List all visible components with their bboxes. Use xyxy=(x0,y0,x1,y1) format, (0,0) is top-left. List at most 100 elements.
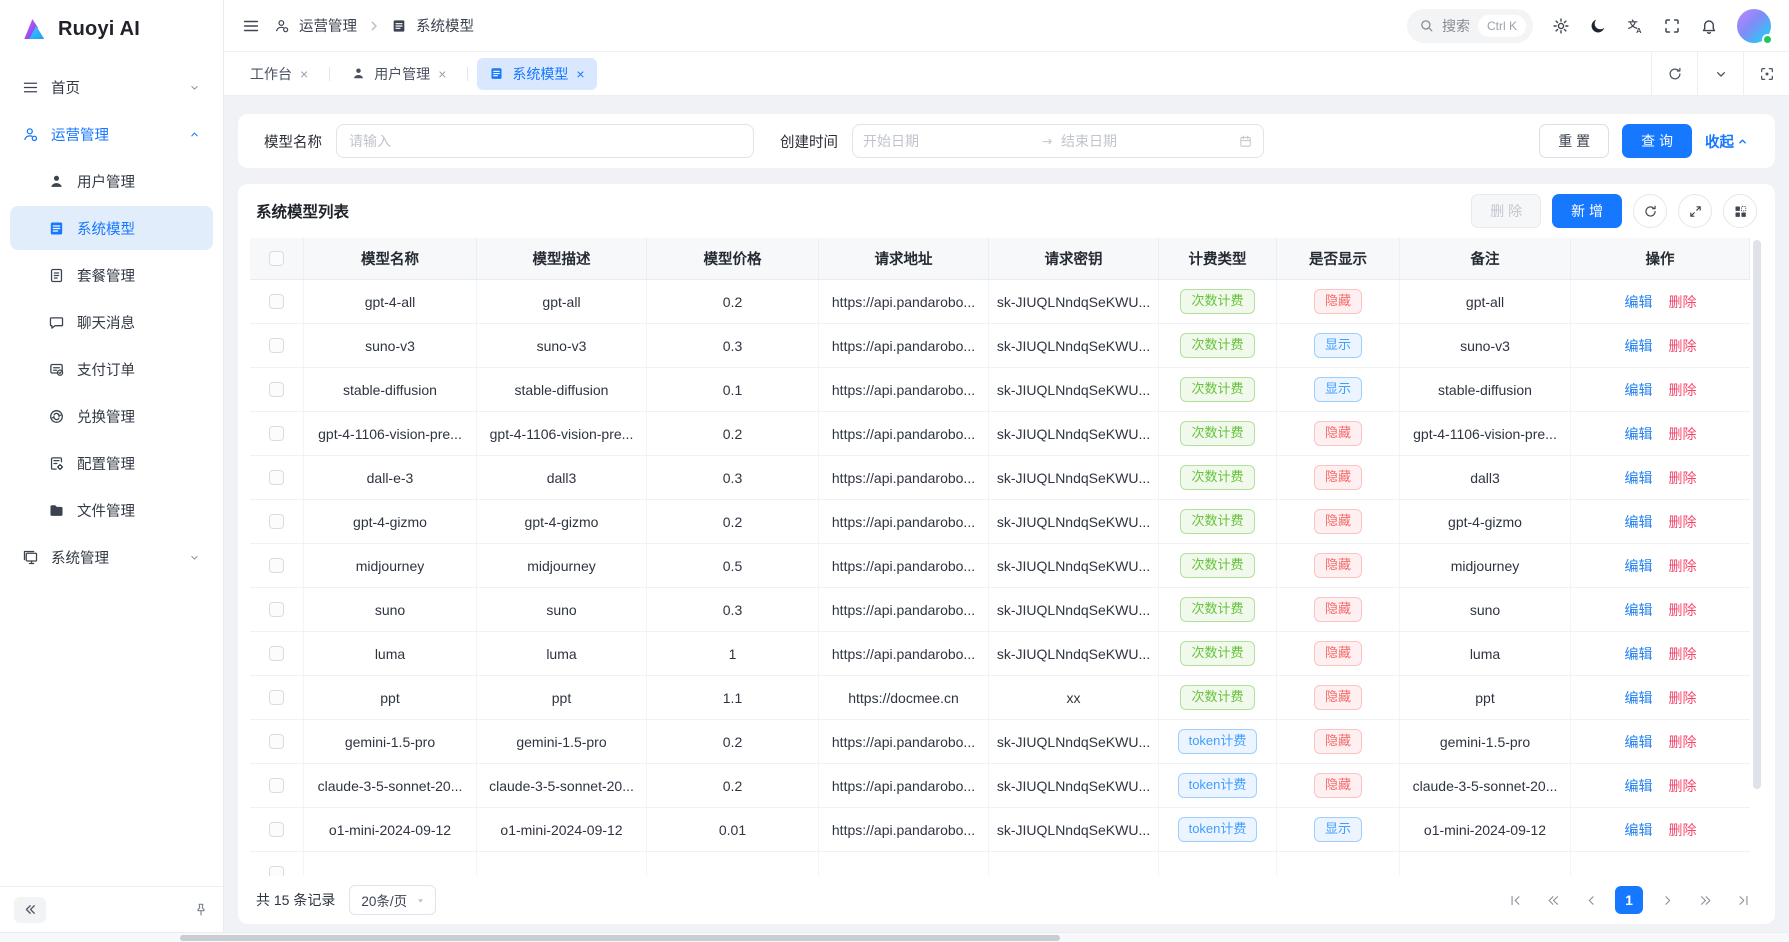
notifications-button[interactable] xyxy=(1700,17,1718,35)
tab-0[interactable]: 工作台 × xyxy=(238,58,320,90)
edit-link[interactable]: 编辑 xyxy=(1624,469,1653,486)
reload-table-button[interactable] xyxy=(1633,194,1667,228)
last-page-button[interactable] xyxy=(1729,886,1757,914)
delete-link[interactable]: 删除 xyxy=(1668,733,1697,750)
current-page-button[interactable]: 1 xyxy=(1615,886,1643,914)
close-icon[interactable]: × xyxy=(300,65,309,82)
prev-chunk-button[interactable] xyxy=(1539,886,1567,914)
column-settings-button[interactable] xyxy=(1723,194,1757,228)
close-icon[interactable]: × xyxy=(576,65,585,82)
date-range-picker[interactable] xyxy=(852,124,1264,158)
reset-button[interactable]: 重 置 xyxy=(1539,124,1610,158)
page-size-select[interactable]: 20条/页 xyxy=(349,885,437,915)
delete-link[interactable]: 删除 xyxy=(1668,513,1697,530)
sidebar-item-model[interactable]: 系统模型 xyxy=(10,206,213,250)
content-fullscreen-button[interactable] xyxy=(1743,52,1789,95)
cell-name: suno xyxy=(304,588,477,631)
delete-link[interactable]: 删除 xyxy=(1668,293,1697,310)
search-button[interactable]: 查 询 xyxy=(1622,124,1692,158)
redeem-icon xyxy=(48,408,65,425)
horizontal-scrollbar-thumb[interactable] xyxy=(180,935,1060,941)
sidebar-item-redeem[interactable]: 兑换管理 xyxy=(10,394,213,438)
row-checkbox[interactable] xyxy=(269,602,284,617)
edit-link[interactable]: 编辑 xyxy=(1624,777,1653,794)
edit-link[interactable]: 编辑 xyxy=(1624,425,1653,442)
table-scrollbar-thumb[interactable] xyxy=(1753,240,1761,789)
list-toolbar: 删 除 新 增 xyxy=(1471,194,1757,228)
start-date-input[interactable] xyxy=(863,133,1034,149)
add-button[interactable]: 新 增 xyxy=(1552,194,1622,228)
edit-link[interactable]: 编辑 xyxy=(1624,601,1653,618)
cell-name: gpt-4-1106-vision-pre... xyxy=(304,412,477,455)
refresh-page-button[interactable] xyxy=(1651,52,1697,95)
end-date-input[interactable] xyxy=(1061,133,1232,149)
dark-mode-button[interactable] xyxy=(1589,17,1607,35)
sidebar-collapse-button[interactable] xyxy=(14,896,46,923)
sidebar-item-payment[interactable]: 支付订单 xyxy=(10,347,213,391)
row-checkbox[interactable] xyxy=(269,338,284,353)
row-checkbox[interactable] xyxy=(269,778,284,793)
row-checkbox[interactable] xyxy=(269,558,284,573)
delete-link[interactable]: 删除 xyxy=(1668,645,1697,662)
row-checkbox[interactable] xyxy=(269,382,284,397)
delete-link[interactable]: 删除 xyxy=(1668,469,1697,486)
row-checkbox[interactable] xyxy=(269,646,284,661)
edit-link[interactable]: 编辑 xyxy=(1624,557,1653,574)
row-checkbox[interactable] xyxy=(269,470,284,485)
prev-page-button[interactable] xyxy=(1577,886,1605,914)
row-checkbox[interactable] xyxy=(269,294,284,309)
edit-link[interactable]: 编辑 xyxy=(1624,337,1653,354)
collapse-filter-link[interactable]: 收起 xyxy=(1705,131,1749,152)
sidebar-item-operation[interactable]: 运营管理 xyxy=(10,112,213,156)
fullscreen-button[interactable] xyxy=(1663,17,1681,35)
edit-link[interactable]: 编辑 xyxy=(1624,513,1653,530)
first-page-button[interactable] xyxy=(1501,886,1529,914)
sidebar-item-user[interactable]: 用户管理 xyxy=(10,159,213,203)
next-page-button[interactable] xyxy=(1653,886,1681,914)
row-checkbox[interactable] xyxy=(269,690,284,705)
edit-link[interactable]: 编辑 xyxy=(1624,821,1653,838)
delete-link[interactable]: 删除 xyxy=(1668,557,1697,574)
edit-link[interactable]: 编辑 xyxy=(1624,645,1653,662)
user-avatar[interactable] xyxy=(1737,8,1773,45)
sidebar-item-system[interactable]: 系统管理 xyxy=(10,535,213,579)
model-name-input[interactable] xyxy=(336,124,754,158)
tab-options-button[interactable] xyxy=(1697,52,1743,95)
select-all-checkbox[interactable] xyxy=(269,251,284,266)
close-icon[interactable]: × xyxy=(438,65,447,82)
breadcrumb: 运营管理 系统模型 xyxy=(274,15,474,36)
sidebar-item-folder[interactable]: 文件管理 xyxy=(10,488,213,532)
edit-link[interactable]: 编辑 xyxy=(1624,689,1653,706)
row-checkbox[interactable] xyxy=(269,426,284,441)
edit-link[interactable]: 编辑 xyxy=(1624,733,1653,750)
delete-link[interactable]: 删除 xyxy=(1668,777,1697,794)
breadcrumb-item[interactable]: 运营管理 xyxy=(299,19,357,35)
settings-button[interactable] xyxy=(1552,17,1570,35)
tab-2[interactable]: 系统模型 × xyxy=(477,57,597,90)
delete-link[interactable]: 删除 xyxy=(1668,337,1697,354)
delete-button[interactable]: 删 除 xyxy=(1471,194,1542,228)
global-search[interactable]: 搜索 Ctrl K xyxy=(1407,8,1533,43)
edit-link[interactable]: 编辑 xyxy=(1624,381,1653,398)
sidebar-item-chat[interactable]: 聊天消息 xyxy=(10,300,213,344)
row-checkbox[interactable] xyxy=(269,822,284,837)
delete-link[interactable]: 删除 xyxy=(1668,601,1697,618)
edit-link[interactable]: 编辑 xyxy=(1624,293,1653,310)
row-checkbox[interactable] xyxy=(269,866,284,876)
menu-toggle-button[interactable] xyxy=(242,17,260,35)
delete-link[interactable]: 删除 xyxy=(1668,381,1697,398)
delete-link[interactable]: 删除 xyxy=(1668,425,1697,442)
pin-icon[interactable] xyxy=(193,902,209,918)
sidebar-item-config[interactable]: 配置管理 xyxy=(10,441,213,485)
sidebar-item-package[interactable]: 套餐管理 xyxy=(10,253,213,297)
delete-link[interactable]: 删除 xyxy=(1668,689,1697,706)
tab-1[interactable]: 用户管理 × xyxy=(339,58,458,90)
table-fullscreen-button[interactable] xyxy=(1678,194,1712,228)
sidebar-item-menu[interactable]: 首页 xyxy=(10,65,213,109)
cell-visibility: 隐藏 xyxy=(1277,456,1400,499)
row-checkbox[interactable] xyxy=(269,734,284,749)
row-checkbox[interactable] xyxy=(269,514,284,529)
next-chunk-button[interactable] xyxy=(1691,886,1719,914)
delete-link[interactable]: 删除 xyxy=(1668,821,1697,838)
